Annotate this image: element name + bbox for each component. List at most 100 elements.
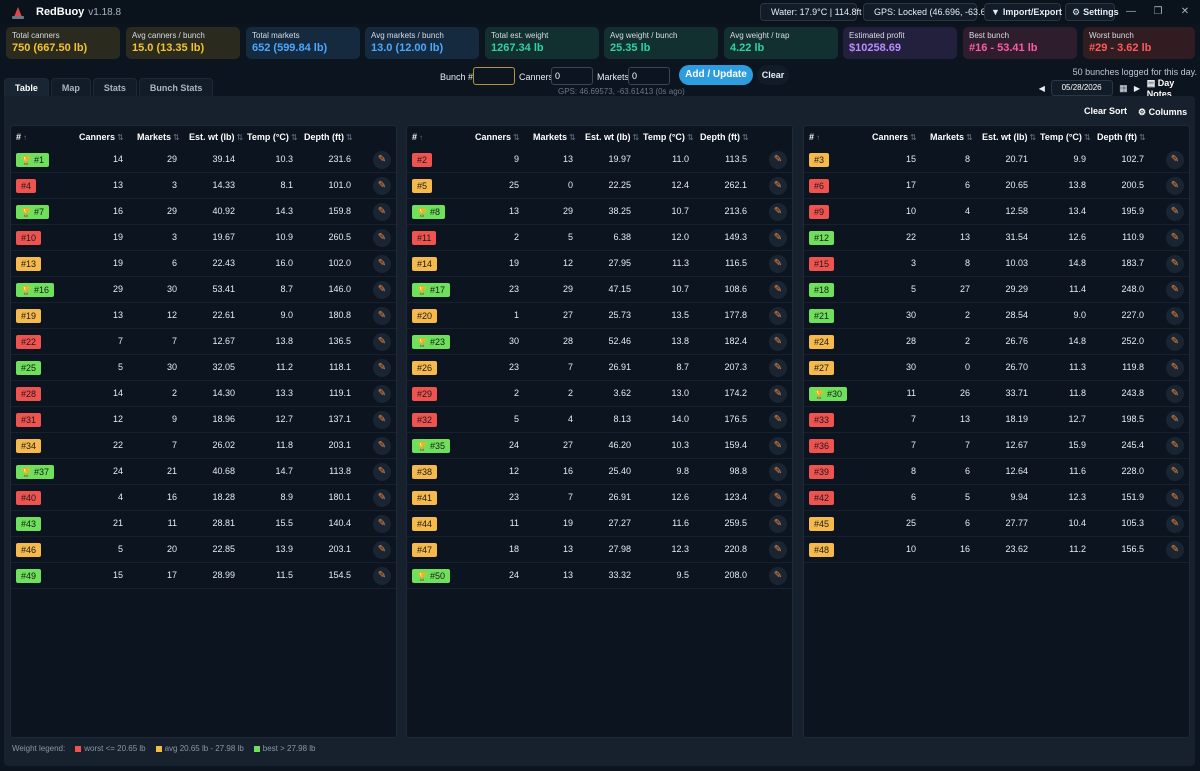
cell-value: 12.6 bbox=[671, 492, 689, 502]
edit-pencil-icon[interactable]: ✎ bbox=[1166, 255, 1184, 273]
canners-input[interactable] bbox=[551, 67, 593, 85]
column-header[interactable]: # ↑ bbox=[412, 132, 423, 142]
edit-pencil-icon[interactable]: ✎ bbox=[373, 385, 391, 403]
column-header[interactable]: Depth (ft) ⇅ bbox=[1097, 132, 1146, 142]
bunch-table-panel: # ↑ Canners ⇅ Markets ⇅ Est. wt (lb) ⇅ Temp (°C)… bbox=[803, 125, 1190, 738]
edit-pencil-icon[interactable]: ✎ bbox=[373, 333, 391, 351]
trophy-icon: 🏆 bbox=[417, 286, 427, 295]
column-header[interactable]: Markets ⇅ bbox=[930, 132, 973, 142]
edit-pencil-icon[interactable]: ✎ bbox=[1166, 333, 1184, 351]
edit-pencil-icon[interactable]: ✎ bbox=[769, 333, 787, 351]
edit-pencil-icon[interactable]: ✎ bbox=[769, 437, 787, 455]
calendar-icon[interactable]: ▦ bbox=[1119, 82, 1128, 93]
column-header[interactable]: Est. wt (lb) ⇅ bbox=[982, 132, 1036, 142]
markets-label: Markets bbox=[597, 72, 630, 82]
column-header[interactable]: Temp (°C) ⇅ bbox=[643, 132, 694, 142]
edit-pencil-icon[interactable]: ✎ bbox=[373, 151, 391, 169]
edit-pencil-icon[interactable]: ✎ bbox=[769, 203, 787, 221]
tab-map[interactable]: Map bbox=[50, 78, 91, 96]
edit-pencil-icon[interactable]: ✎ bbox=[373, 515, 391, 533]
previous-day-icon[interactable]: ◀ bbox=[1038, 83, 1045, 93]
import-export-button[interactable]: ▼ Import/Export bbox=[984, 3, 1062, 21]
edit-pencil-icon[interactable]: ✎ bbox=[1166, 385, 1184, 403]
column-header[interactable]: Est. wt (lb) ⇅ bbox=[189, 132, 243, 142]
edit-pencil-icon[interactable]: ✎ bbox=[373, 463, 391, 481]
edit-pencil-icon[interactable]: ✎ bbox=[769, 385, 787, 403]
edit-pencil-icon[interactable]: ✎ bbox=[373, 359, 391, 377]
edit-pencil-icon[interactable]: ✎ bbox=[1166, 281, 1184, 299]
column-header[interactable]: Canners ⇅ bbox=[872, 132, 917, 142]
column-header[interactable]: Markets ⇅ bbox=[533, 132, 576, 142]
close-window-button[interactable]: ✕ bbox=[1180, 6, 1190, 17]
edit-pencil-icon[interactable]: ✎ bbox=[373, 411, 391, 429]
column-header[interactable]: Depth (ft) ⇅ bbox=[304, 132, 353, 142]
edit-pencil-icon[interactable]: ✎ bbox=[769, 281, 787, 299]
edit-pencil-icon[interactable]: ✎ bbox=[769, 411, 787, 429]
column-header[interactable]: # ↑ bbox=[809, 132, 820, 142]
edit-pencil-icon[interactable]: ✎ bbox=[1166, 463, 1184, 481]
edit-pencil-icon[interactable]: ✎ bbox=[373, 281, 391, 299]
edit-pencil-icon[interactable]: ✎ bbox=[373, 255, 391, 273]
column-header[interactable]: Depth (ft) ⇅ bbox=[700, 132, 749, 142]
edit-pencil-icon[interactable]: ✎ bbox=[1166, 151, 1184, 169]
cell-value: 180.8 bbox=[328, 310, 351, 320]
edit-pencil-icon[interactable]: ✎ bbox=[769, 151, 787, 169]
edit-pencil-icon[interactable]: ✎ bbox=[769, 177, 787, 195]
cell-value: 22.61 bbox=[212, 310, 235, 320]
column-header[interactable]: Canners ⇅ bbox=[475, 132, 520, 142]
edit-pencil-icon[interactable]: ✎ bbox=[1166, 229, 1184, 247]
column-header[interactable]: Temp (°C) ⇅ bbox=[247, 132, 298, 142]
edit-pencil-icon[interactable]: ✎ bbox=[373, 307, 391, 325]
edit-pencil-icon[interactable]: ✎ bbox=[1166, 541, 1184, 559]
edit-pencil-icon[interactable]: ✎ bbox=[373, 541, 391, 559]
bunch-number: # bbox=[417, 467, 423, 477]
columns-button[interactable]: ⚙ Columns bbox=[1138, 107, 1188, 117]
edit-pencil-icon[interactable]: ✎ bbox=[769, 489, 787, 507]
edit-pencil-icon[interactable]: ✎ bbox=[373, 489, 391, 507]
edit-pencil-icon[interactable]: ✎ bbox=[1166, 307, 1184, 325]
edit-pencil-icon[interactable]: ✎ bbox=[769, 567, 787, 585]
markets-input[interactable] bbox=[628, 67, 670, 85]
column-header[interactable]: Est. wt (lb) ⇅ bbox=[585, 132, 639, 142]
cell-value: 13.8 bbox=[671, 336, 689, 346]
edit-pencil-icon[interactable]: ✎ bbox=[373, 437, 391, 455]
tab-table[interactable]: Table bbox=[4, 78, 49, 96]
bunch-badge: #19 bbox=[16, 309, 42, 323]
settings-button[interactable]: ⚙ Settings bbox=[1065, 3, 1119, 21]
column-header[interactable]: # ↑ bbox=[16, 132, 27, 142]
edit-pencil-icon[interactable]: ✎ bbox=[1166, 411, 1184, 429]
edit-pencil-icon[interactable]: ✎ bbox=[769, 541, 787, 559]
edit-pencil-icon[interactable]: ✎ bbox=[769, 255, 787, 273]
maximize-window-button[interactable]: ❐ bbox=[1153, 6, 1163, 17]
column-header[interactable]: Markets ⇅ bbox=[137, 132, 180, 142]
edit-pencil-icon[interactable]: ✎ bbox=[769, 307, 787, 325]
edit-pencil-icon[interactable]: ✎ bbox=[769, 229, 787, 247]
column-header[interactable]: Canners ⇅ bbox=[79, 132, 124, 142]
edit-pencil-icon[interactable]: ✎ bbox=[1166, 437, 1184, 455]
cell-value: 12.3 bbox=[1068, 492, 1086, 502]
add-update-button[interactable]: Add / Update bbox=[679, 65, 753, 85]
bunch-badge: #29 bbox=[412, 387, 438, 401]
edit-pencil-icon[interactable]: ✎ bbox=[1166, 203, 1184, 221]
edit-pencil-icon[interactable]: ✎ bbox=[1166, 359, 1184, 377]
tab-stats[interactable]: Stats bbox=[92, 78, 137, 96]
edit-pencil-icon[interactable]: ✎ bbox=[373, 229, 391, 247]
edit-pencil-icon[interactable]: ✎ bbox=[769, 359, 787, 377]
next-day-icon[interactable]: ▶ bbox=[1133, 83, 1140, 93]
edit-pencil-icon[interactable]: ✎ bbox=[769, 515, 787, 533]
edit-pencil-icon[interactable]: ✎ bbox=[373, 177, 391, 195]
minimize-window-button[interactable]: — bbox=[1126, 6, 1136, 17]
edit-pencil-icon[interactable]: ✎ bbox=[1166, 177, 1184, 195]
edit-pencil-icon[interactable]: ✎ bbox=[1166, 515, 1184, 533]
edit-pencil-icon[interactable]: ✎ bbox=[373, 203, 391, 221]
edit-pencil-icon[interactable]: ✎ bbox=[769, 463, 787, 481]
edit-pencil-icon[interactable]: ✎ bbox=[373, 567, 391, 585]
edit-pencil-icon[interactable]: ✎ bbox=[1166, 489, 1184, 507]
clear-sort-button[interactable]: Clear Sort bbox=[1084, 106, 1128, 116]
day-notes-button[interactable]: ▤ Day Notes bbox=[1146, 77, 1175, 99]
column-header[interactable]: Temp (°C) ⇅ bbox=[1040, 132, 1091, 142]
clear-button[interactable]: Clear bbox=[757, 65, 789, 85]
tab-bunch-stats[interactable]: Bunch Stats bbox=[138, 78, 214, 96]
bunch-number-input[interactable] bbox=[473, 67, 515, 85]
date-field[interactable]: 05/28/2026 bbox=[1050, 80, 1113, 96]
